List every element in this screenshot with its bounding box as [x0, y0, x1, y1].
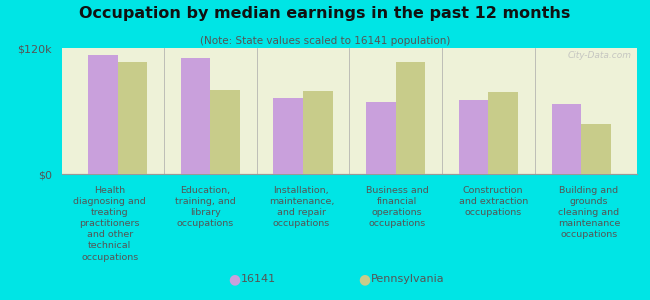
- Text: Pennsylvania: Pennsylvania: [370, 274, 444, 284]
- Text: ●: ●: [228, 272, 240, 286]
- Bar: [88, 55, 118, 174]
- Bar: [274, 98, 303, 174]
- Bar: [551, 103, 581, 174]
- Text: Business and
financial
operations
occupations: Business and financial operations occupa…: [366, 186, 429, 228]
- Text: Building and
grounds
cleaning and
maintenance
occupations: Building and grounds cleaning and mainte…: [558, 186, 620, 239]
- Bar: [211, 90, 240, 174]
- Text: Health
diagnosing and
treating
practitioners
and other
technical
occupations: Health diagnosing and treating practitio…: [73, 186, 146, 262]
- Bar: [459, 100, 488, 174]
- Bar: [581, 124, 611, 174]
- Bar: [118, 61, 148, 174]
- Text: Education,
training, and
library
occupations: Education, training, and library occupat…: [176, 186, 236, 228]
- Text: Occupation by median earnings in the past 12 months: Occupation by median earnings in the pas…: [79, 6, 571, 21]
- Text: (Note: State values scaled to 16141 population): (Note: State values scaled to 16141 popu…: [200, 36, 450, 46]
- Text: 16141: 16141: [240, 274, 276, 284]
- Bar: [396, 61, 425, 174]
- Text: City-Data.com: City-Data.com: [567, 50, 631, 59]
- Text: ●: ●: [358, 272, 370, 286]
- Bar: [366, 101, 396, 174]
- Text: Installation,
maintenance,
and repair
occupations: Installation, maintenance, and repair oc…: [268, 186, 334, 228]
- Bar: [488, 92, 518, 174]
- Bar: [303, 91, 333, 174]
- Text: Construction
and extraction
occupations: Construction and extraction occupations: [458, 186, 528, 217]
- Bar: [181, 58, 211, 174]
